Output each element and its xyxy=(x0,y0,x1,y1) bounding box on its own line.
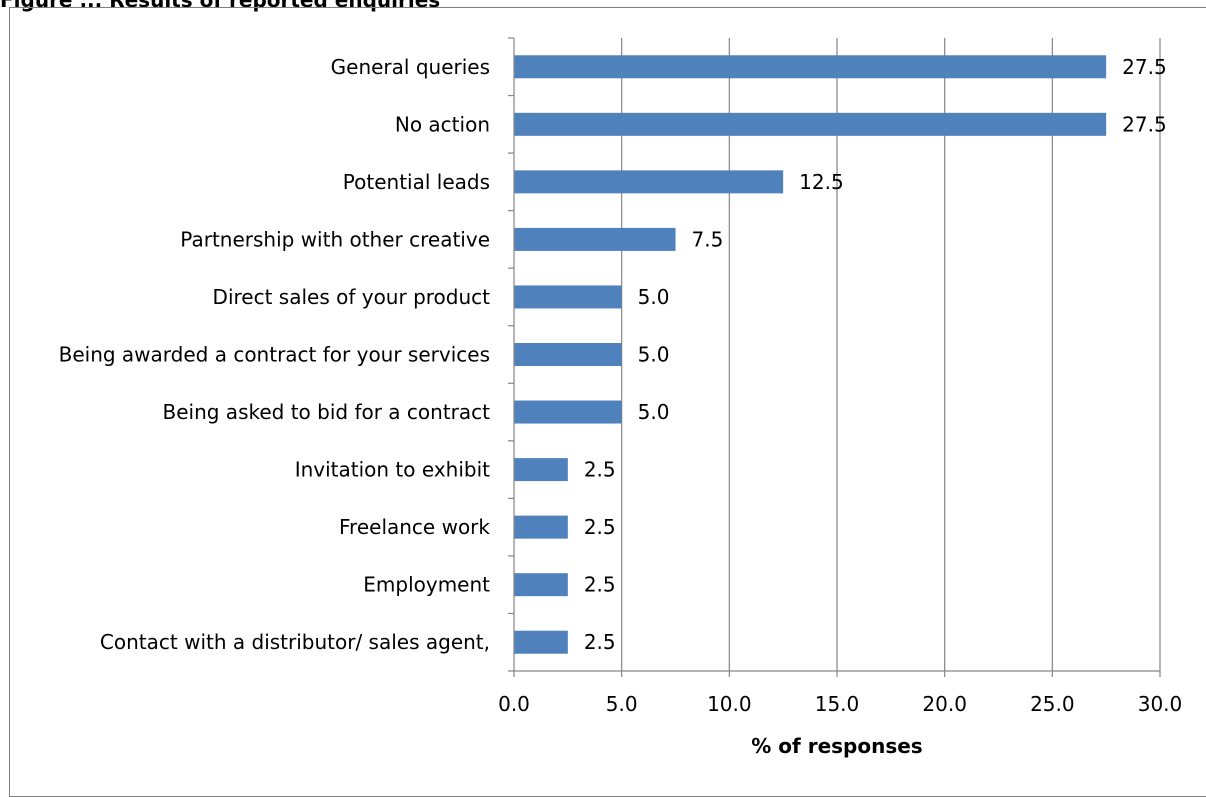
bar xyxy=(514,630,568,654)
category-label: Invitation to exhibit xyxy=(295,458,490,482)
x-axis-title: % of responses xyxy=(751,734,922,758)
data-label: 12.5 xyxy=(799,170,844,194)
data-label: 2.5 xyxy=(584,630,616,654)
bar xyxy=(514,458,568,482)
data-label: 5.0 xyxy=(638,285,670,309)
bar xyxy=(514,343,622,366)
x-tick-label: 15.0 xyxy=(815,692,860,716)
data-label: 2.5 xyxy=(584,458,616,482)
category-label: Direct sales of your product xyxy=(213,285,491,309)
bar xyxy=(514,515,568,539)
data-label: 2.5 xyxy=(584,515,616,539)
data-label: 5.0 xyxy=(638,400,670,424)
value-labels: 27.5 27.5 12.5 7.5 5.0 5.0 5.0 2.5 2.5 2.5 2.5 xyxy=(584,55,1167,654)
axes xyxy=(508,37,1161,677)
x-tick-label: 5.0 xyxy=(606,692,638,716)
data-label: 2.5 xyxy=(584,573,616,597)
x-tick-label: 20.0 xyxy=(922,692,967,716)
x-tick-label: 30.0 xyxy=(1138,692,1183,716)
category-label: Employment xyxy=(363,573,490,597)
data-label: 27.5 xyxy=(1122,112,1167,136)
data-label: 27.5 xyxy=(1122,55,1167,79)
data-label: 7.5 xyxy=(692,227,724,251)
bar xyxy=(514,55,1107,79)
bar xyxy=(514,112,1107,136)
x-tick-label: 0.0 xyxy=(498,692,530,716)
bars xyxy=(514,55,1107,654)
category-label: No action xyxy=(395,112,490,136)
x-tick-label: 10.0 xyxy=(707,692,752,716)
category-label: General queries xyxy=(331,55,490,79)
category-label: Being awarded a contract for your servic… xyxy=(59,343,490,367)
bar xyxy=(514,400,622,424)
category-label: Being asked to bid for a contract xyxy=(163,400,491,424)
category-label: Potential leads xyxy=(343,170,490,194)
category-label: Freelance work xyxy=(339,515,490,539)
x-tick-labels: 0.0 5.0 10.0 15.0 20.0 25.0 30.0 xyxy=(498,692,1182,716)
category-labels: General queries No action Potential leads P… xyxy=(59,55,491,654)
figure-caption: Figure ... Results of reported enquiries xyxy=(0,0,441,12)
bar xyxy=(514,227,676,251)
bar xyxy=(514,285,622,309)
category-label: Partnership with other creative xyxy=(180,227,490,251)
bar xyxy=(514,573,568,597)
data-label: 5.0 xyxy=(638,343,670,367)
bar xyxy=(514,170,784,194)
category-label: Contact with a distributor/ sales agent, xyxy=(100,630,490,654)
x-tick-label: 25.0 xyxy=(1030,692,1075,716)
